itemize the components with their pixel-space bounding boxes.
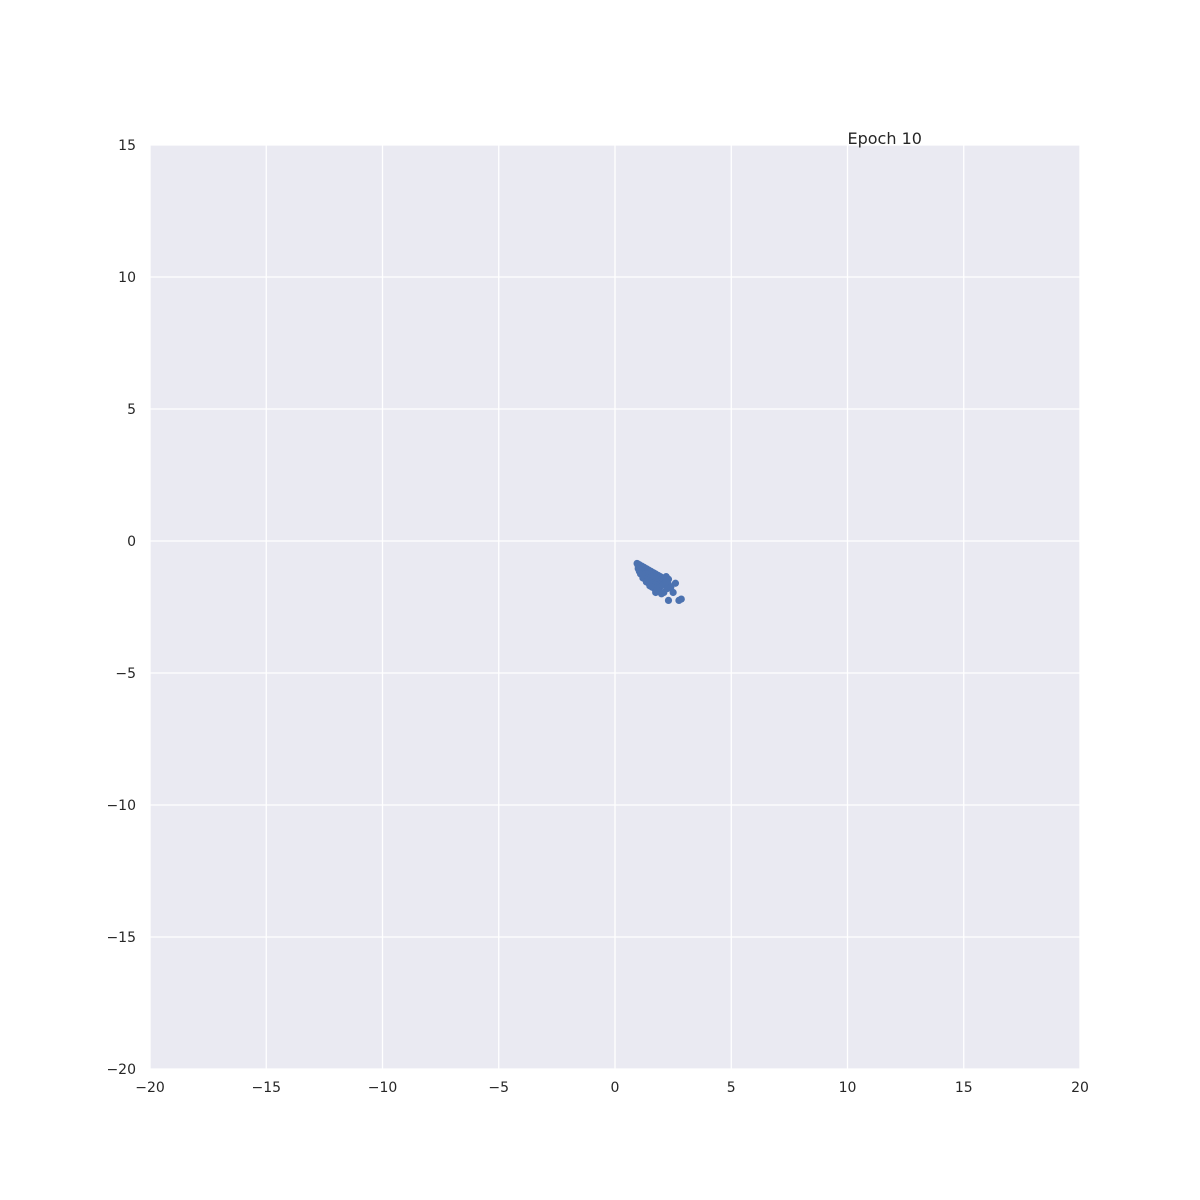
x-tick-label: −5 xyxy=(488,1080,509,1096)
x-tick-label: −15 xyxy=(251,1080,281,1096)
x-tick-label: −10 xyxy=(368,1080,398,1096)
y-tick-label: 5 xyxy=(127,402,136,418)
y-tick-label: 10 xyxy=(118,270,136,286)
x-tick-label: 0 xyxy=(611,1080,620,1096)
x-tick-label: 15 xyxy=(955,1080,973,1096)
scatter-point xyxy=(664,596,673,605)
x-tick-label: 5 xyxy=(727,1080,736,1096)
y-tick-label: 0 xyxy=(127,534,136,550)
y-tick-label: −15 xyxy=(106,930,136,946)
grid-lines xyxy=(149,144,1081,1070)
x-tick-label: 20 xyxy=(1071,1080,1089,1096)
scatter-point xyxy=(677,595,685,603)
epoch-annotation: Epoch 10 xyxy=(848,129,922,148)
y-tick-label: −5 xyxy=(115,666,136,682)
y-tick-label: 15 xyxy=(118,138,136,154)
y-tick-label: −10 xyxy=(106,798,136,814)
scatter-point xyxy=(652,588,660,597)
scatter-points xyxy=(633,559,685,605)
scatter-point xyxy=(671,579,680,587)
scatter-point xyxy=(669,588,677,597)
x-tick-label: −20 xyxy=(135,1080,165,1096)
y-tick-labels: 15 10 5 0 −5 −10 −15 −20 xyxy=(106,138,136,1078)
x-tick-label: 10 xyxy=(839,1080,857,1096)
x-tick-labels: −20 −15 −10 −5 0 5 10 15 20 xyxy=(135,1080,1089,1096)
scatter-point xyxy=(657,590,666,598)
y-tick-label: −20 xyxy=(106,1062,136,1078)
